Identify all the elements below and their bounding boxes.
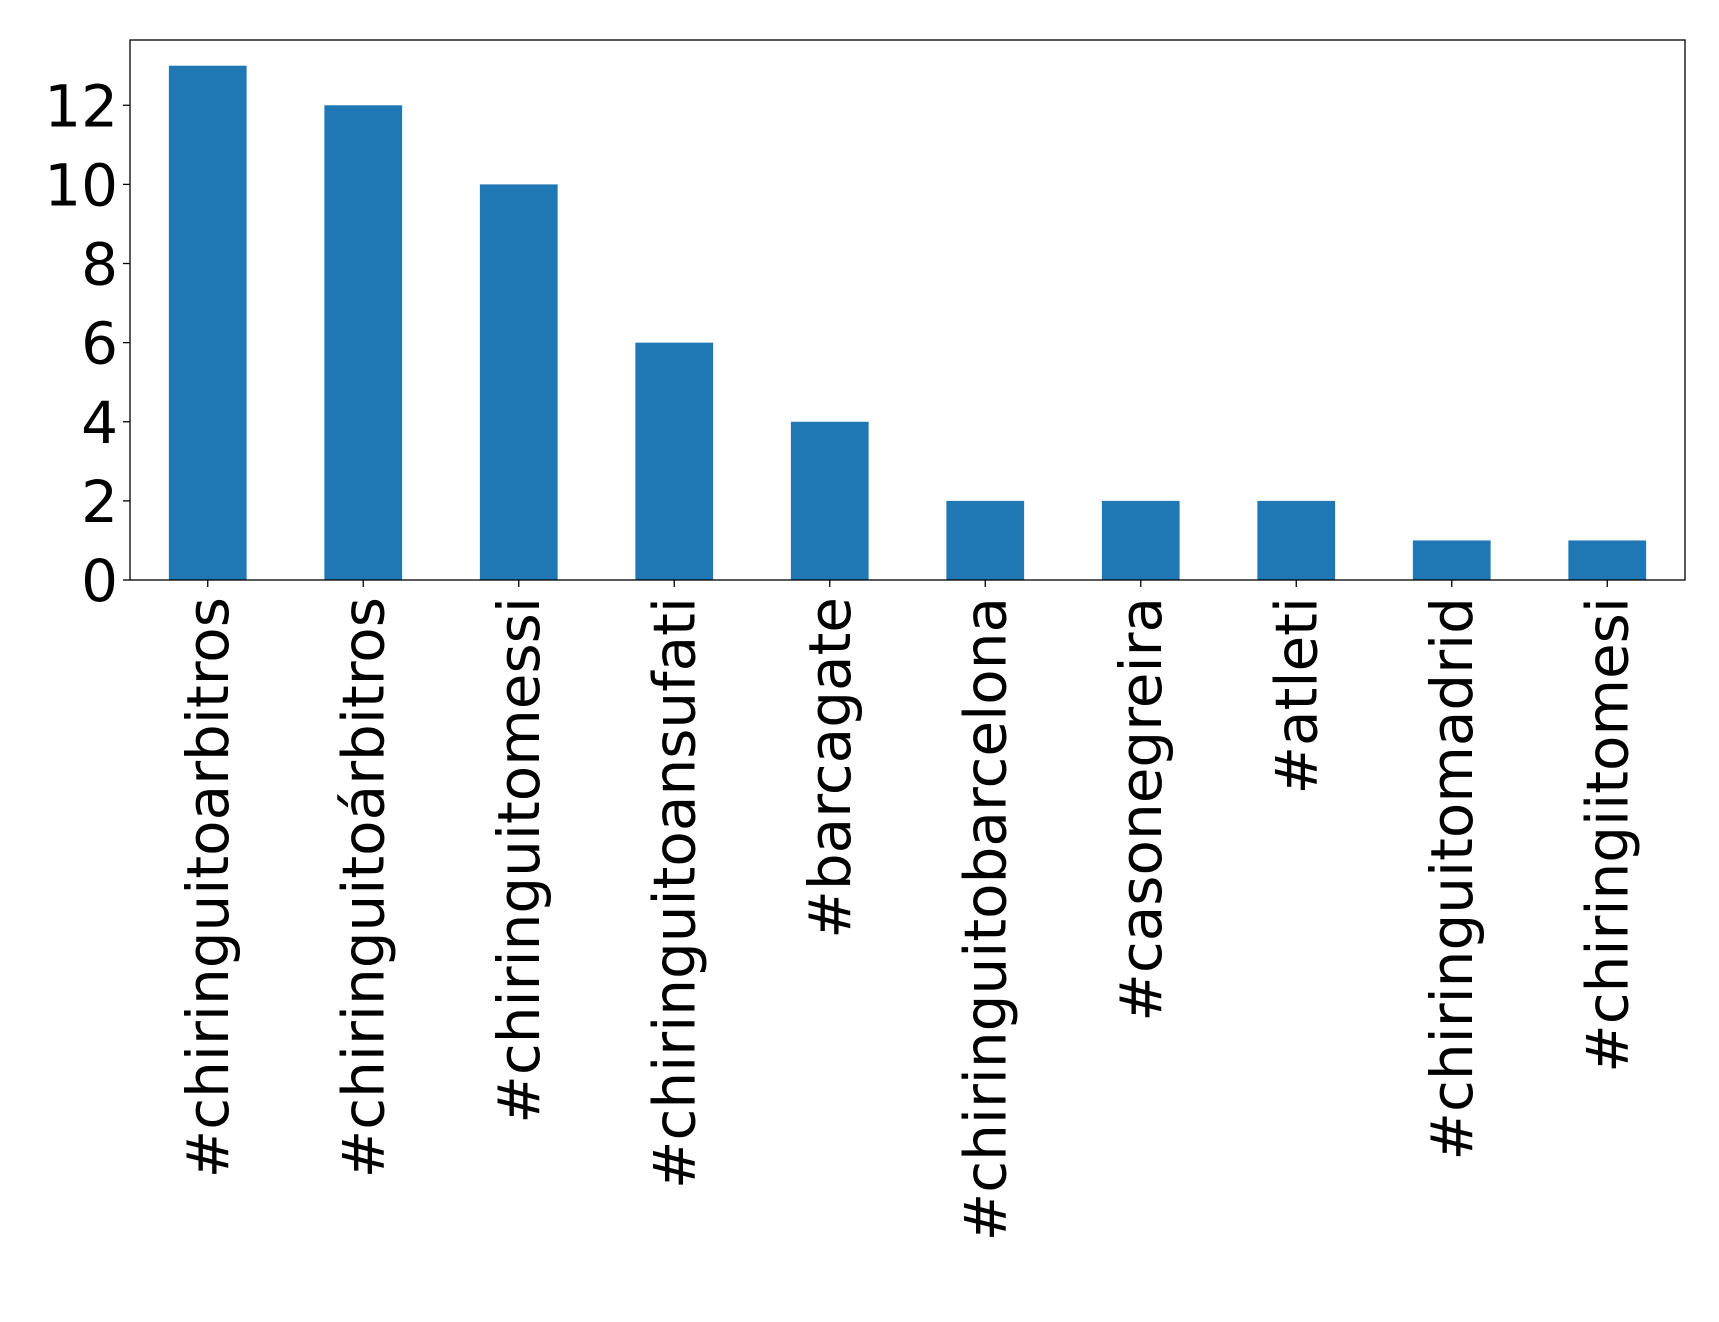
y-tick-label: 4 [81,389,118,457]
bar [479,184,558,580]
x-tick-label: #chiringuitoarbitros [174,597,242,1178]
x-tick-label: #chiringuitomessi [485,597,553,1124]
x-tick-label: #chiringuitoárbitros [329,597,397,1178]
x-tick-label: #chiringiitomesi [1573,597,1641,1073]
x-tick-label: #chiringuitomadrid [1418,597,1486,1161]
x-tick-label: #atleti [1262,597,1330,795]
x-tick-label: #barcagate [796,597,864,939]
bar [1257,500,1336,580]
bar [168,65,247,580]
x-tick-label: #chiringuitoansufati [640,597,708,1189]
bar [790,421,869,580]
y-axis-ticks: 0 2 4 6 8 10 12 [44,72,130,615]
x-tick-label: #chiringuitobarcelona [951,597,1019,1241]
plot-frame [129,39,1686,581]
y-tick-label: 10 [44,151,118,219]
y-tick-label: 2 [81,468,118,536]
bar [946,500,1025,580]
bar [1101,500,1180,580]
y-tick-label: 8 [81,231,118,299]
bar-group [168,65,1647,581]
y-tick-label: 6 [81,310,118,378]
bar [635,342,714,580]
bar [324,105,403,581]
y-tick-label: 0 [81,547,118,615]
bar [1568,540,1647,580]
x-tick-label: #casonegreira [1107,597,1175,1022]
y-tick-label: 12 [44,72,118,140]
bar [1412,540,1491,580]
x-axis-ticks: #chiringuitoarbitros #chiringuitoárbitros… [174,580,1641,1241]
